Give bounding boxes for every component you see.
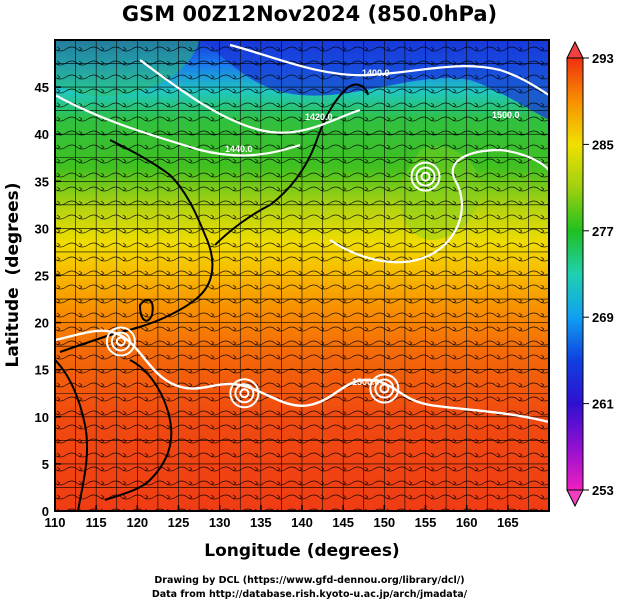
x-axis-label: Longitude (degrees)	[204, 541, 399, 561]
coastline-philippines	[104, 359, 173, 501]
coastline-taiwan	[138, 298, 154, 322]
low-east-ring	[374, 378, 395, 399]
colorbar-tick-label: 285	[592, 137, 614, 152]
contour-label-1400: 1400.0	[362, 68, 390, 78]
x-tick-label: 145	[332, 515, 354, 530]
low-east-ring	[369, 373, 400, 404]
low-mid-ring	[239, 388, 250, 399]
y-tick-label: 0	[42, 504, 49, 519]
colorbar-tick-label: 293	[592, 51, 614, 66]
colorbar-bottom-arrow	[566, 489, 584, 508]
contour-1500-north	[329, 148, 549, 264]
x-tick-label: 115	[86, 515, 107, 530]
contour-label-1500-north: 1500.0	[492, 110, 520, 120]
coastline-indochina	[55, 359, 89, 511]
y-tick-label: 30	[35, 221, 49, 236]
x-tick-label: 120	[126, 515, 148, 530]
lows-layer	[105, 161, 441, 409]
y-axis-label: Latitude (degrees)	[3, 183, 23, 368]
credit-drawing: Drawing by DCL (https://www.gfd-dennou.o…	[154, 575, 465, 586]
colorbar-tick-label: 261	[592, 397, 614, 412]
low-east-ring	[379, 383, 390, 394]
colorbar-tick-label: 277	[592, 224, 614, 239]
low-north-ring	[410, 161, 441, 192]
y-axis-ticks: 0 5 10 15 20 25 30 35 40 45	[35, 80, 61, 519]
x-tick-label: 165	[497, 515, 519, 530]
page-title: GSM 00Z12Nov2024 (850.0hPa)	[121, 2, 498, 26]
contour-1420	[139, 59, 361, 134]
colorbar-tick-label: 269	[592, 310, 614, 325]
grid-lines	[55, 40, 549, 511]
coastline-japan	[214, 83, 369, 246]
x-tick-label: 110	[45, 515, 66, 530]
x-tick-label: 140	[291, 515, 313, 530]
low-north-ring	[420, 171, 431, 182]
y-tick-label: 10	[35, 410, 49, 425]
colorbar-tick-label: 253	[592, 483, 614, 498]
colorbar-top-arrow	[566, 40, 584, 59]
low-west-ring	[115, 336, 126, 347]
contour-label-1420: 1420.0	[305, 112, 333, 122]
x-tick-label: 155	[415, 515, 437, 530]
x-tick-label: 150	[373, 515, 395, 530]
low-mid-ring	[229, 378, 260, 409]
low-west-ring	[105, 326, 136, 357]
contour-1440	[55, 94, 301, 157]
contour-1400	[229, 43, 549, 96]
low-north-ring	[415, 166, 436, 187]
x-tick-label: 135	[250, 515, 272, 530]
coastline-china-korea	[59, 139, 214, 353]
y-tick-label: 25	[35, 269, 49, 284]
low-mid-ring	[234, 383, 255, 404]
contour-label-1500-south: 1500.0	[352, 377, 380, 387]
x-tick-label: 125	[168, 515, 190, 530]
contour-1500-south	[55, 329, 549, 424]
credit-data: Data from http://database.rish.kyoto-u.a…	[151, 589, 468, 600]
low-west-ring	[110, 331, 131, 352]
y-tick-label: 35	[35, 174, 49, 189]
y-tick-label: 40	[35, 127, 49, 142]
colorbar-ticks: 253 261 269 277 285 293	[583, 51, 614, 498]
y-tick-label: 20	[35, 316, 49, 331]
x-axis-ticks: 110 115 120 125 130 135 140 145 150 155 160 165	[45, 505, 519, 530]
y-tick-label: 45	[35, 80, 49, 95]
contour-label-1440: 1440.0	[225, 144, 253, 154]
y-tick-label: 15	[35, 363, 49, 378]
colorbar	[566, 57, 584, 491]
x-tick-label: 160	[456, 515, 478, 530]
x-tick-label: 130	[209, 515, 231, 530]
y-tick-label: 5	[42, 457, 49, 472]
